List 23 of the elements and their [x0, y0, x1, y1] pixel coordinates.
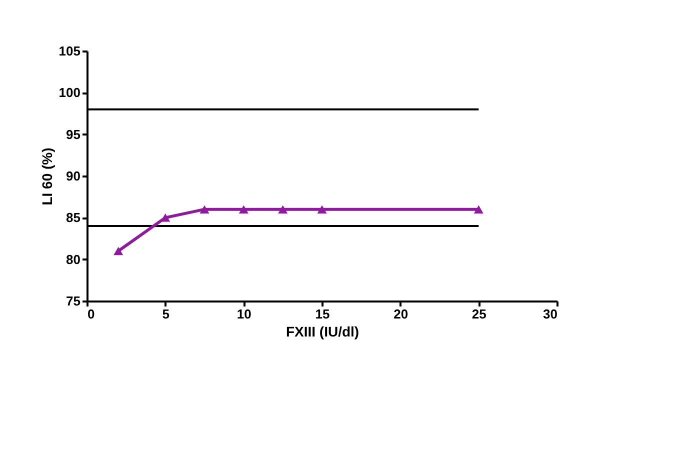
point: [160, 214, 170, 222]
y-tick-label: 100: [58, 85, 80, 100]
y-tick-label: 105: [58, 44, 80, 58]
y-tick-label: 85: [66, 210, 80, 226]
point: [317, 205, 327, 214]
y-tick-label: 80: [66, 252, 80, 267]
point: [114, 246, 124, 256]
y-axis-title: LI 60 (%): [38, 148, 55, 206]
y-tick-label: 90: [66, 168, 80, 184]
x-tick-label: 20: [394, 306, 408, 322]
y-tick-label: 95: [66, 126, 80, 142]
point: [278, 205, 288, 214]
x-tick-label: 30: [543, 306, 558, 322]
x-tick-label: 15: [315, 306, 330, 322]
y-tick-label: 75: [66, 294, 80, 308]
x-tick-label: 25: [472, 306, 486, 322]
point: [200, 205, 210, 214]
point: [474, 205, 484, 214]
x-axis-title: FXIII (IU/dl): [286, 324, 360, 340]
x-tick-label: 10: [236, 306, 252, 322]
x-tick-label: 5: [162, 306, 170, 322]
point: [238, 205, 248, 214]
x-tick-label: 0: [88, 306, 95, 322]
